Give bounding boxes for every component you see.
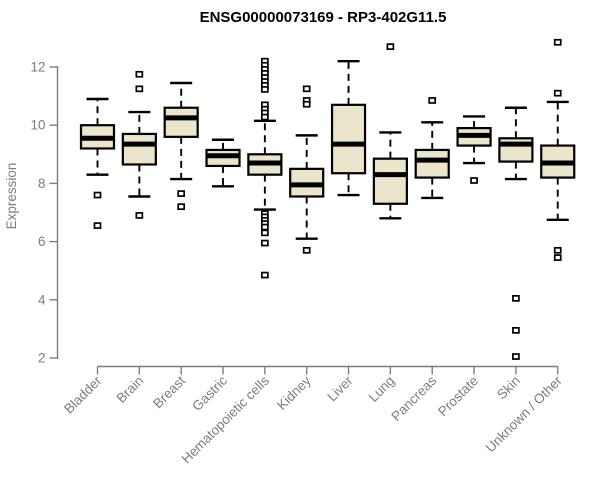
boxplot-bladder (79, 97, 116, 229)
boxplot-prostate (456, 115, 492, 184)
boxplot-hematopoietic-cells (247, 57, 283, 279)
y-tick-label: 2 (38, 351, 46, 366)
x-tick-label: Gastric (189, 373, 230, 414)
outlier-point (428, 97, 437, 104)
outlier-point (135, 212, 144, 219)
outlier-point (177, 190, 186, 197)
outlier-point (512, 353, 520, 360)
outlier-point (512, 327, 520, 334)
box-iqr (330, 103, 367, 175)
y-tick-label: 10 (30, 118, 45, 133)
boxplot-liver (330, 59, 367, 197)
y-axis-label: Expression (4, 163, 19, 230)
x-tick-label: Skin (494, 373, 523, 402)
outlier-point (512, 294, 520, 302)
outlier-point (302, 85, 311, 93)
boxplot-lung (372, 43, 408, 220)
boxplot-gastric (205, 138, 241, 188)
box-iqr (121, 132, 157, 166)
boxplot-unknown-other (540, 38, 576, 261)
outlier-point (261, 223, 269, 231)
box-iqr (372, 157, 408, 205)
x-tick-label: Breast (150, 373, 188, 411)
outlier-point (553, 254, 562, 261)
y-tick-label: 8 (38, 176, 46, 191)
outlier-point (386, 43, 395, 50)
outlier-point (261, 239, 269, 247)
x-tick-label: Pancreas (388, 373, 439, 424)
x-tick-label: Lung (366, 373, 398, 405)
boxplot-brain (121, 70, 157, 219)
outlier-point (261, 229, 269, 237)
outlier-point (261, 271, 269, 279)
outlier-point (470, 177, 478, 184)
y-tick-label: 4 (38, 292, 46, 307)
x-tick-label: Liver (324, 373, 356, 405)
x-tick-label: Prostate (435, 373, 481, 419)
box-iqr (163, 106, 199, 138)
outlier-point (177, 203, 186, 211)
boxplot-skin (498, 106, 534, 360)
x-tick-label: Kidney (274, 373, 314, 413)
outlier-point (135, 85, 144, 93)
boxplot-pancreas (414, 97, 450, 200)
y-tick-label: 12 (30, 60, 45, 75)
outlier-point (93, 191, 102, 199)
outlier-point (261, 113, 269, 121)
y-tick-label: 6 (38, 234, 46, 249)
x-tick-label: Unknown / Other (483, 373, 566, 456)
boxes-layer (79, 38, 576, 360)
outlier-point (261, 86, 269, 93)
outlier-point (93, 222, 102, 229)
outlier-point (553, 38, 562, 46)
outlier-point (553, 89, 562, 97)
boxplot-kidney (289, 85, 325, 254)
outlier-point (302, 100, 311, 108)
x-tick-label: Brain (114, 373, 147, 406)
outlier-point (135, 70, 144, 78)
box-iqr (414, 148, 450, 179)
chart-title: ENSG00000073169 - RP3-402G11.5 (200, 9, 447, 26)
boxplot-breast (163, 81, 199, 211)
outlier-point (302, 246, 311, 254)
x-tick-label: Bladder (61, 373, 105, 417)
outlier-point (553, 246, 562, 254)
